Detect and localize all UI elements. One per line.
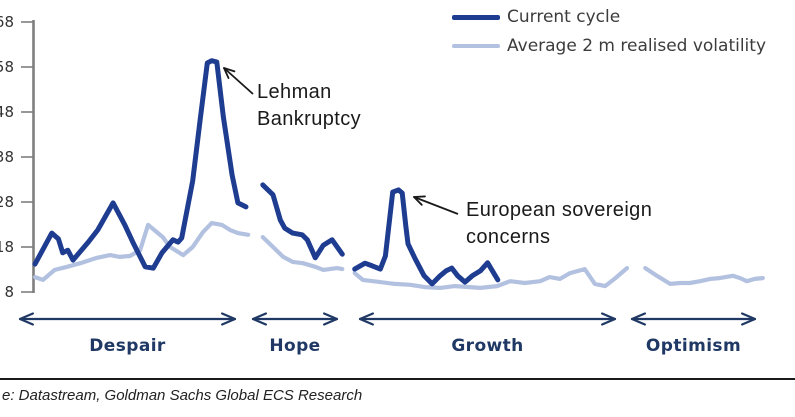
annotation-arrow [223,67,254,95]
phase-arrow-hope-head [323,312,339,321]
annotation-arrow-head [223,67,236,73]
y-axis-tick-label: 18 [0,238,14,256]
annotation-arrow [413,196,459,215]
y-axis-tick-label: 28 [0,193,14,211]
phase-arrow-growth-head [358,317,374,326]
phase-arrow-growth-head [601,312,617,321]
phase-arrow-growth-head [601,317,617,326]
average-volatility-line-swatch [452,44,500,48]
series-line-average-2-m-realised-volatility [352,266,630,290]
annotation-arrow-head [413,196,423,206]
series-line-average-2-m-realised-volatility [643,266,765,286]
y-axis-tick-label: 38 [0,148,14,166]
source-text: e: Datastream, Goldman Sachs Global ECS … [2,387,363,404]
current-cycle-line-swatch [452,14,500,20]
phase-arrow-optimism-head [630,317,646,326]
legend-item-current-cycle: Current cycle [452,6,620,28]
phase-arrow-hope-head [251,312,267,321]
y-axis-tick-label: 68 [0,13,14,31]
series-line-average-2-m-realised-volatility [32,221,251,282]
phase-arrow-despair-head [221,312,237,321]
annotation-lehman-bankruptcy: Lehman Bankruptcy [257,81,362,130]
y-axis-tick-label: 8 [4,283,14,301]
series-line-average-2-m-realised-volatility [260,235,345,272]
phase-arrow-despair-head [18,312,34,321]
phase-arrow-despair-head [18,317,34,326]
legend-label-current-cycle: Current cycle [507,7,621,27]
series-line-current-cycle [352,187,501,287]
source-divider-line [0,378,795,380]
legend-label-average-volatility: Average 2 m realised volatility [507,36,767,56]
legend-item-average-volatility: Average 2 m realised volatility [452,35,766,57]
annotation-european-sovereign-concerns: European sovereign concerns [466,199,653,248]
series-line-current-cycle [260,182,345,261]
phase-arrow-optimism-head [741,317,757,326]
y-axis-tick-label: 58 [0,58,14,76]
series-line-current-cycle [32,58,249,271]
phase-arrow-optimism-head [741,312,757,321]
phase-arrow-optimism-head [630,312,646,321]
phase-arrow-hope-head [323,317,339,326]
phase-arrow-hope-head [251,317,267,326]
annotation-arrow-head [223,67,230,79]
y-axis-tick-label: 48 [0,103,14,121]
phase-arrow-growth-head [358,312,374,321]
phase-arrow-despair-head [221,317,237,326]
annotation-arrow-head [413,195,426,198]
